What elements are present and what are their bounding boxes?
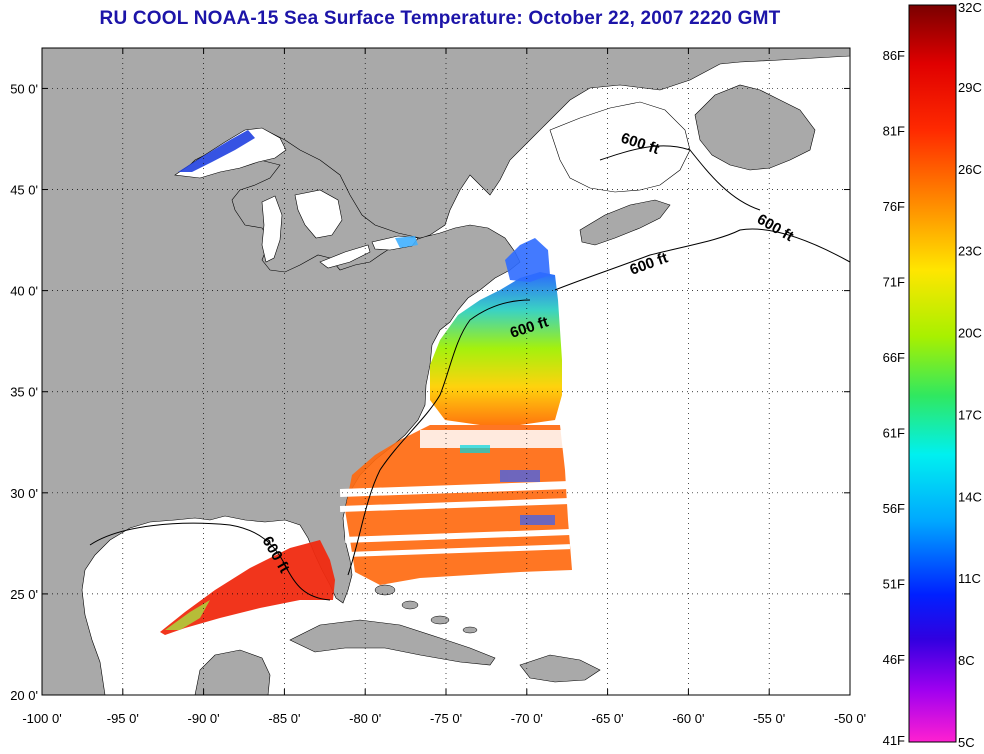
colorbar-gradient	[908, 4, 957, 743]
lake-erie	[319, 244, 371, 269]
map-plot-area: 600 ft 600 ft 600 ft 600 ft 600 ft	[42, 48, 850, 695]
colorbar-celsius-label: 5C	[958, 735, 975, 750]
colorbar-celsius-label: 32C	[958, 0, 982, 15]
cuba-land	[289, 619, 496, 666]
sst-lake-superior	[178, 130, 255, 172]
colorbar-celsius-label: 20C	[958, 326, 982, 341]
gulf-st-lawrence	[549, 101, 691, 193]
colorbar-fahrenheit-label: 71F	[883, 275, 905, 290]
colorbar-celsius-label: 14C	[958, 489, 982, 504]
colorbar: 32C 29C 26C 23C 20C 17C 14C 11C 8C 5C 86F 81F 76F 71…	[883, 0, 982, 750]
colorbar-celsius-labels: 32C 29C 26C 23C 20C 17C 14C 11C 8C 5C	[958, 0, 982, 750]
x-tick-label: -50 0'	[834, 711, 866, 726]
colorbar-fahrenheit-label: 56F	[883, 501, 905, 516]
sst-lake-ontario	[395, 236, 418, 248]
colorbar-fahrenheit-label: 66F	[883, 350, 905, 365]
lake-huron	[294, 189, 343, 239]
x-tick-label: -70 0'	[511, 711, 543, 726]
north-america-land	[42, 48, 850, 695]
nova-scotia-land	[579, 199, 671, 246]
colorbar-celsius-label: 11C	[958, 571, 981, 586]
cloud-gaps	[339, 430, 571, 557]
tick-marks	[41, 48, 851, 696]
colorbar-fahrenheit-label: 61F	[883, 426, 905, 441]
x-tick-label: -100 0'	[22, 711, 61, 726]
colorbar-fahrenheit-label: 41F	[883, 733, 905, 748]
hispaniola-land	[519, 654, 601, 683]
x-tick-label: -90 0'	[188, 711, 220, 726]
colorbar-fahrenheit-label: 51F	[883, 577, 905, 592]
x-tick-label: -55 0'	[753, 711, 785, 726]
y-tick-label: 20 0'	[10, 688, 38, 703]
colorbar-celsius-label: 17C	[958, 407, 982, 422]
x-tick-label: -60 0'	[672, 711, 704, 726]
x-tick-label: -65 0'	[592, 711, 624, 726]
yucatan-land	[194, 649, 271, 695]
newfoundland-land	[694, 84, 816, 171]
y-axis-tick-labels: 50 0' 45 0' 40 0' 35 0' 30 0' 25 0' 20 0'	[10, 81, 38, 703]
bahamas-islands	[374, 584, 478, 634]
x-tick-label: -95 0'	[107, 711, 139, 726]
colorbar-celsius-label: 8C	[958, 653, 975, 668]
colorbar-celsius-label: 26C	[958, 162, 982, 177]
colorbar-fahrenheit-label: 86F	[883, 48, 905, 63]
sst-swath-north	[430, 272, 562, 425]
colorbar-fahrenheit-label: 46F	[883, 652, 905, 667]
y-tick-label: 40 0'	[10, 284, 38, 299]
x-tick-label: -85 0'	[268, 711, 300, 726]
contour-600ft	[89, 145, 850, 601]
colorbar-fahrenheit-label: 76F	[883, 199, 905, 214]
x-tick-label: -75 0'	[430, 711, 462, 726]
y-tick-label: 25 0'	[10, 587, 38, 602]
colorbar-fahrenheit-label: 81F	[883, 124, 905, 139]
map-title: RU COOL NOAA-15 Sea Surface Temperature:…	[99, 8, 781, 29]
cool-patches	[460, 445, 555, 525]
sst-gulf-of-maine	[505, 238, 550, 282]
colorbar-celsius-label: 29C	[958, 80, 982, 95]
y-tick-label: 45 0'	[10, 183, 38, 198]
colorbar-celsius-label: 23C	[958, 244, 982, 259]
y-tick-label: 35 0'	[10, 385, 38, 400]
colorbar-fahrenheit-labels: 86F 81F 76F 71F 66F 61F 56F 51F 46F 41F	[883, 48, 905, 748]
x-tick-label: -80 0'	[349, 711, 381, 726]
sst-gulf-green	[165, 600, 210, 630]
x-axis-tick-labels: -100 0' -95 0' -90 0' -85 0' -80 0' -75 0' -70…	[22, 711, 866, 726]
lake-michigan	[261, 195, 283, 263]
y-tick-label: 30 0'	[10, 486, 38, 501]
y-tick-label: 50 0'	[10, 81, 38, 96]
